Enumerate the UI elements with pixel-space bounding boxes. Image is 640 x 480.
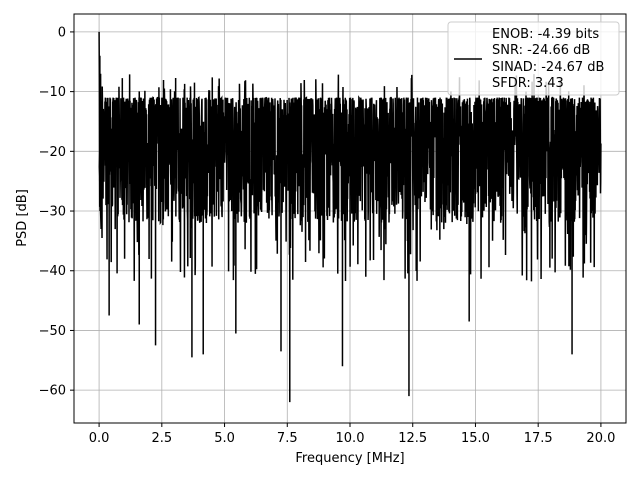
x-tick-label: 17.5 xyxy=(524,431,553,446)
x-tick-label: 10.0 xyxy=(336,431,365,446)
x-tick-label: 7.5 xyxy=(277,431,298,446)
legend-line-sinad: SINAD: -24.67 dB xyxy=(492,60,604,75)
y-tick-label: −10 xyxy=(39,85,66,100)
legend-line-enob: ENOB: -4.39 bits xyxy=(492,27,599,42)
y-axis-ticks: 0 −10 −20 −30 −40 −50 −60 xyxy=(39,25,74,399)
x-axis-label: Frequency [MHz] xyxy=(295,451,404,466)
x-tick-label: 2.5 xyxy=(151,431,172,446)
x-tick-label: 0.0 xyxy=(89,431,110,446)
x-tick-label: 20.0 xyxy=(586,431,615,446)
y-tick-label: 0 xyxy=(58,25,66,40)
x-tick-label: 5.0 xyxy=(214,431,235,446)
legend-line-sfdr: SFDR: 3.43 xyxy=(492,76,564,91)
legend-line-snr: SNR: -24.66 dB xyxy=(492,43,590,58)
x-tick-label: 12.5 xyxy=(398,431,427,446)
x-axis-ticks: 0.0 2.5 5.0 7.5 10.0 12.5 15.0 17.5 20.0 xyxy=(89,423,615,446)
legend-box xyxy=(447,21,620,96)
y-tick-label: −20 xyxy=(39,145,66,160)
x-tick-label: 15.0 xyxy=(461,431,490,446)
y-tick-label: −30 xyxy=(39,205,66,220)
y-tick-label: −40 xyxy=(39,264,66,279)
y-tick-label: −60 xyxy=(39,384,66,399)
legend: ENOB: -4.39 bits SNR: -24.66 dB SINAD: -… xyxy=(447,21,620,96)
y-tick-label: −50 xyxy=(39,324,66,339)
y-axis-label: PSD [dB] xyxy=(15,189,30,247)
